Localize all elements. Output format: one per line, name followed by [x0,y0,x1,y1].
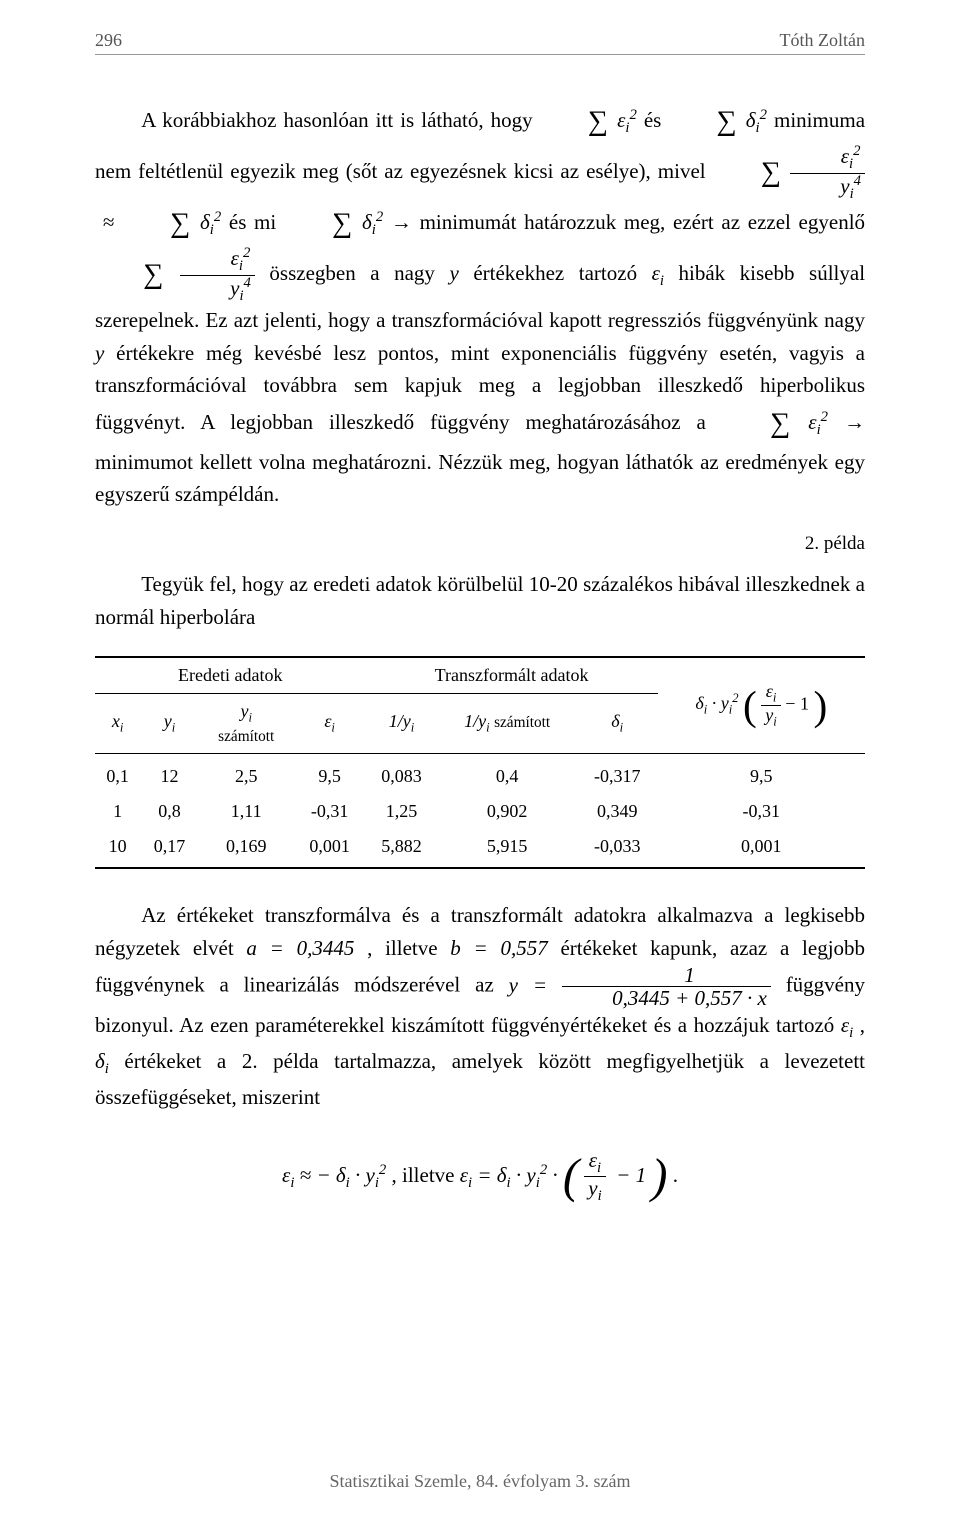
table-cell: 1,11 [199,794,294,829]
footer: Statisztikai Szemle, 84. évfolyam 3. szá… [0,1471,960,1492]
table-cell: 0,1 [95,754,140,795]
table-cell: 0,083 [366,754,438,795]
header-author: Tóth Zoltán [780,30,865,51]
table-cell: 1 [95,794,140,829]
table-cell: 0,001 [658,829,865,868]
example-label: 2. példa [95,529,865,558]
table-cell: 10 [95,829,140,868]
math-var: y [95,341,104,365]
table-row: 10 0,17 0,169 0,001 5,882 5,915 -0,033 0… [95,829,865,868]
math-eq: a = 0,3445 [246,936,354,960]
table-cell: 0,17 [140,829,199,868]
table-cell: 9,5 [658,754,865,795]
body-text: A korábbiakhoz hasonlóan itt is látható,… [95,100,865,634]
text-run: minimumát határozzuk meg, ezért az ezzel… [420,210,865,234]
text-run: és mi [229,210,284,234]
paragraph-1: A korábbiakhoz hasonlóan itt is látható,… [95,100,865,511]
table-col-header: yi [140,693,199,754]
table-cell: 0,4 [437,754,576,795]
text-run: , illetve [392,1163,460,1187]
table-cell: 5,882 [366,829,438,868]
math-eq: b = 0,557 [450,936,547,960]
table-col-header: 1/yi számított [437,693,576,754]
table-col-header: δi · yi2 ( εi yi − 1 ) [658,657,865,754]
math-var: y [449,261,458,285]
text-run: , illetve [367,936,450,960]
table-col-header: 1/yi [366,693,438,754]
table-body: 0,1 12 2,5 9,5 0,083 0,4 -0,317 9,5 1 0,… [95,754,865,869]
table-row: 0,1 12 2,5 9,5 0,083 0,4 -0,317 9,5 [95,754,865,795]
table-cell: 0,001 [294,829,366,868]
page: 296 Tóth Zoltán A korábbiakhoz hasonlóan… [0,0,960,1514]
paragraph-2: Tegyük fel, hogy az eredeti adatok körül… [95,568,865,633]
text-run: − 1 [785,693,809,713]
table-cell: 1,25 [366,794,438,829]
table-cell: -0,317 [577,754,658,795]
table-cell: 0,902 [437,794,576,829]
table-group-header: Transzformált adatok [366,657,658,694]
text-run: értékekhez tartozó [473,261,651,285]
table-cell: 0,169 [199,829,294,868]
table-group-header: Eredeti adatok [95,657,366,694]
table-col-header: εi [294,693,366,754]
table-cell: -0,033 [577,829,658,868]
table-cell: -0,31 [658,794,865,829]
text-run: összegben a nagy [269,261,449,285]
text-run: , [860,1013,865,1037]
frac-num: 1 [562,964,771,987]
data-table: Eredeti adatok Transzformált adatok δi ·… [95,656,865,870]
frac-den: 0,3445 + 0,557 · x [562,987,771,1009]
text-run: minimumot kellett volna meghatározni. Né… [95,450,865,507]
body-text-2: Az értékeket transzformálva és a transzf… [95,899,865,1114]
table-cell: 5,915 [437,829,576,868]
table-cell: 0,349 [577,794,658,829]
paragraph-3: Az értékeket transzformálva és a transzf… [95,899,865,1114]
table-cell: 2,5 [199,754,294,795]
table-cell: 12 [140,754,199,795]
running-header: 296 Tóth Zoltán [95,30,865,55]
table-col-header: yiszámított [199,693,294,754]
table-row: 1 0,8 1,11 -0,31 1,25 0,902 0,349 -0,31 [95,794,865,829]
math-lhs: y = [509,973,547,997]
page-number: 296 [95,30,122,51]
table-col-header: xi [95,693,140,754]
table-cell: 9,5 [294,754,366,795]
text-run: A korábbiakhoz hasonlóan itt is látható,… [141,108,539,132]
text-run: értékeket a 2. példa tartalmazza, amelye… [95,1049,865,1109]
table-cell: 0,8 [140,794,199,829]
table-cell: -0,31 [294,794,366,829]
table-col-header: δi [577,693,658,754]
text-run: és [644,108,669,132]
final-equation: εi ≈ − δi · yi2 , illetve εi = δi · yi2 … [95,1149,865,1205]
